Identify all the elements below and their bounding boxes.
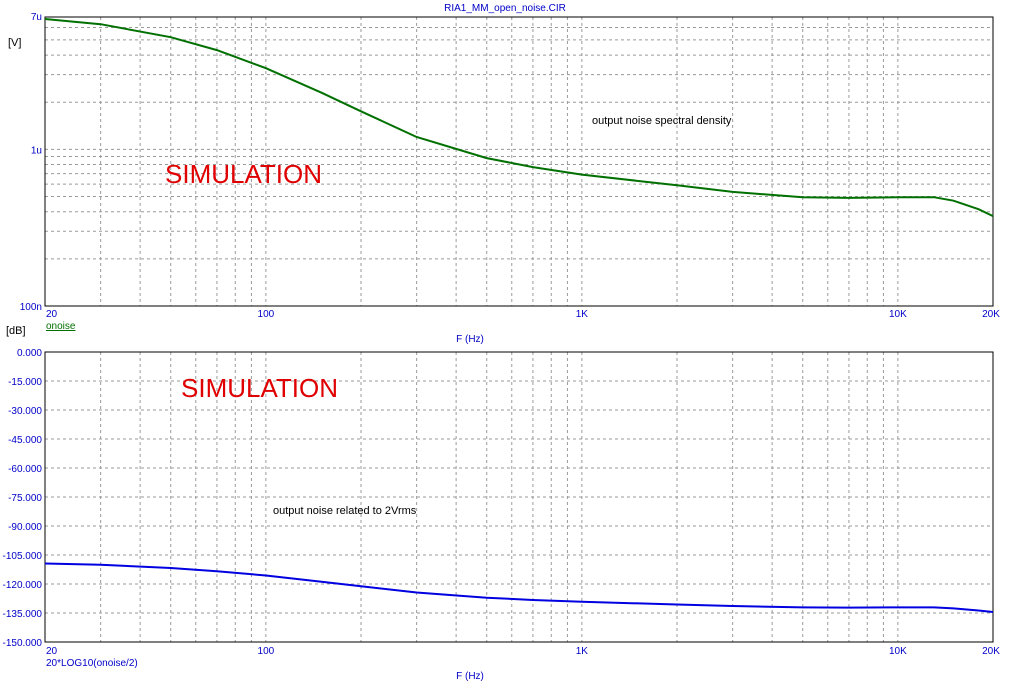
y-tick-label: -75.000 xyxy=(8,493,42,504)
bottom-series-line xyxy=(44,562,994,613)
bottom-x-axis-label: F (Hz) xyxy=(456,671,484,682)
y-tick-label: -120.000 xyxy=(3,580,43,591)
y-tick-label: 0.000 xyxy=(17,348,42,359)
top-x-axis-label: F (Hz) xyxy=(456,334,484,345)
bottom-y-tick-labels: 0.000 -15.000 -30.000 -45.000 -60.000 -75.000… xyxy=(3,348,43,649)
y-tick-label: 100n xyxy=(20,302,42,313)
x-tick-label: 10K xyxy=(889,309,907,320)
y-tick-label: -15.000 xyxy=(8,377,42,388)
chart-title: RIA1_MM_open_noise.CIR xyxy=(444,3,566,14)
y-tick-label: -135.000 xyxy=(3,609,43,620)
bottom-legend-label: 20*LOG10(onoise/2) xyxy=(46,658,138,669)
x-tick-label: 20 xyxy=(46,646,58,657)
bottom-watermark: SIMULATION xyxy=(181,373,338,403)
y-tick-label: -60.000 xyxy=(8,464,42,475)
bottom-y-axis-label: [dB] xyxy=(6,325,26,337)
y-tick-label: 1u xyxy=(31,145,42,156)
top-series-line xyxy=(44,18,994,218)
x-tick-label: 20K xyxy=(982,309,1000,320)
x-tick-label: 10K xyxy=(889,646,907,657)
y-tick-label: 7u xyxy=(31,12,42,23)
y-tick-label: -45.000 xyxy=(8,435,42,446)
x-tick-label: 1K xyxy=(576,309,589,320)
top-x-tick-labels: 20 100 1K 10K 20K xyxy=(46,309,1000,320)
x-tick-label: 20 xyxy=(46,309,58,320)
y-tick-label: -30.000 xyxy=(8,406,42,417)
x-tick-label: 1K xyxy=(576,646,589,657)
top-y-axis-label: [V] xyxy=(8,37,21,49)
bottom-chart-grid xyxy=(45,352,993,642)
top-chart-frame xyxy=(44,16,994,307)
bottom-x-tick-labels: 20 100 1K 10K 20K xyxy=(46,646,1000,657)
top-y-tick-labels: 7u 1u 100n xyxy=(20,12,42,313)
top-annotation: output noise spectral density xyxy=(592,115,732,127)
top-watermark: SIMULATION xyxy=(165,159,322,189)
x-tick-label: 100 xyxy=(258,646,275,657)
x-tick-label: 20K xyxy=(982,646,1000,657)
x-tick-label: 100 xyxy=(258,309,275,320)
y-tick-label: -105.000 xyxy=(3,551,43,562)
y-tick-label: -90.000 xyxy=(8,522,42,533)
y-tick-label: -150.000 xyxy=(3,638,43,649)
top-legend-label: onoise xyxy=(46,321,76,332)
bottom-annotation: output noise related to 2Vrms xyxy=(273,505,417,517)
bottom-chart-frame xyxy=(44,351,994,643)
